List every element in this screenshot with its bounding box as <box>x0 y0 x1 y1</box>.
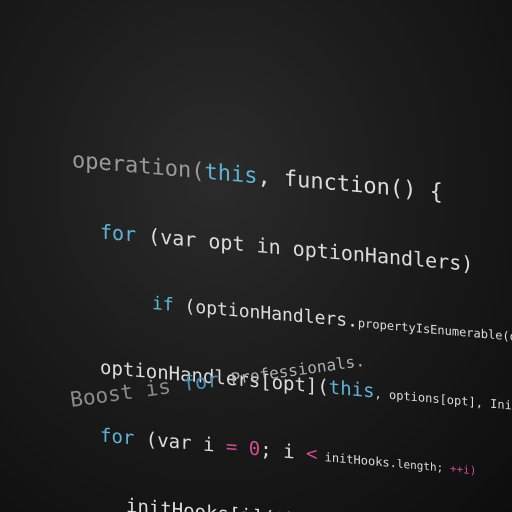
code-token: (optionHandlers. <box>173 294 358 333</box>
code-number: 0 <box>237 436 261 461</box>
code-token: , function() { <box>257 164 443 206</box>
code-token: operation( <box>72 148 205 185</box>
code-keyword: this <box>204 159 258 190</box>
code-token: length; <box>396 457 450 476</box>
code-line: operation(this, function() { <box>72 146 512 217</box>
code-keyword: for <box>100 219 137 247</box>
code-token: ; i <box>260 438 306 465</box>
code-operator: ++i) <box>449 462 477 478</box>
code-keyword: for <box>100 424 135 450</box>
code-line: for (var opt in optionHandlers) <box>72 214 512 285</box>
code-token: (var opt in optionHandlers) <box>136 222 474 277</box>
code-line: initHooks[i](this); <box>72 486 512 512</box>
code-keyword: if <box>152 292 174 316</box>
code-keyword: this <box>328 376 375 403</box>
code-line: if (optionHandlers.propertyIsEnumerable(… <box>72 282 512 353</box>
code-block: operation(this, function() { for (var op… <box>72 108 512 512</box>
code-keyword: this <box>275 508 321 512</box>
code-operator: < <box>305 442 318 466</box>
code-token: initHooks[i]( <box>126 495 275 512</box>
code-token: propertyIsEnumerable(opt)) <box>357 316 512 347</box>
code-operator: = <box>225 435 238 459</box>
code-token: (var i <box>134 427 226 458</box>
code-token: initHooks. <box>317 449 397 471</box>
code-line: for (var i = 0; i < initHooks.length; ++… <box>72 418 512 489</box>
code-token: , options[opt], Init); <box>374 386 512 415</box>
